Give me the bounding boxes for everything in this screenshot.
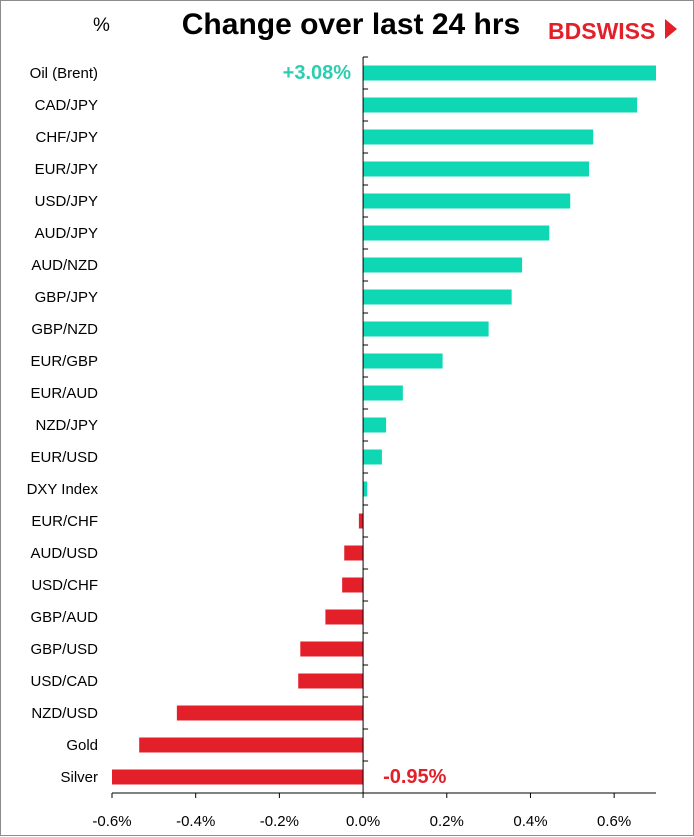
chart-title: Change over last 24 hrs bbox=[182, 8, 520, 41]
bar-silver bbox=[112, 769, 364, 785]
bar-nzd-usd bbox=[176, 705, 364, 721]
category-label: GBP/NZD bbox=[31, 321, 98, 338]
bar-dxy-index bbox=[363, 481, 368, 497]
annotation-silver-change: -0.95% bbox=[383, 766, 447, 788]
bar-oil-brent- bbox=[363, 65, 656, 81]
category-label: EUR/CHF bbox=[31, 513, 98, 530]
bar-eur-chf bbox=[358, 513, 364, 529]
category-label: USD/CHF bbox=[31, 577, 98, 594]
bar-eur-usd bbox=[363, 449, 382, 465]
x-tick-labels: -0.6% -0.4% -0.2% 0.0% 0.2% 0.4% 0.6% bbox=[92, 813, 631, 830]
bdswiss-logo: BDSWISS bbox=[548, 18, 677, 44]
category-label: Gold bbox=[66, 737, 98, 754]
category-label: AUD/NZD bbox=[31, 257, 98, 274]
bars-layer bbox=[112, 65, 656, 785]
category-label: EUR/JPY bbox=[35, 161, 98, 178]
bar-gold bbox=[139, 737, 364, 753]
annotation-oil-change: +3.08% bbox=[283, 62, 352, 84]
logo-wordmark: BDSWISS bbox=[548, 18, 655, 44]
bar-aud-nzd bbox=[363, 257, 523, 273]
bar-gbp-jpy bbox=[363, 289, 512, 305]
category-label: GBP/AUD bbox=[30, 609, 98, 626]
bar-aud-jpy bbox=[363, 225, 550, 241]
bar-cad-jpy bbox=[363, 97, 638, 113]
x-tick-label: 0.0% bbox=[346, 813, 380, 830]
x-tick-label: -0.2% bbox=[260, 813, 299, 830]
x-tick-label: 0.4% bbox=[513, 813, 547, 830]
logo-arrow-icon bbox=[665, 19, 677, 39]
x-tick-label: -0.4% bbox=[176, 813, 215, 830]
bar-usd-chf bbox=[342, 577, 364, 593]
unit-label: % bbox=[93, 15, 110, 36]
category-label: CHF/JPY bbox=[35, 129, 98, 146]
logo-bd: BD bbox=[548, 18, 581, 44]
bar-usd-cad bbox=[298, 673, 364, 689]
category-label: Oil (Brent) bbox=[30, 65, 98, 82]
bar-aud-usd bbox=[344, 545, 364, 561]
category-label: Silver bbox=[60, 769, 98, 786]
logo-swiss: SWISS bbox=[581, 18, 655, 44]
category-label: NZD/JPY bbox=[35, 417, 98, 434]
bar-eur-aud bbox=[363, 385, 403, 401]
annotations: +3.08% -0.95% bbox=[283, 62, 447, 788]
category-label: CAD/JPY bbox=[35, 97, 98, 114]
category-label: EUR/AUD bbox=[30, 385, 98, 402]
bar-gbp-usd bbox=[300, 641, 364, 657]
bar-gbp-nzd bbox=[363, 321, 489, 337]
x-tick-label: 0.6% bbox=[597, 813, 631, 830]
bar-usd-jpy bbox=[363, 193, 571, 209]
category-label: USD/CAD bbox=[30, 673, 98, 690]
axis-layer bbox=[111, 56, 656, 798]
x-tick-label: -0.6% bbox=[92, 813, 131, 830]
category-label: GBP/USD bbox=[30, 641, 98, 658]
bar-eur-gbp bbox=[363, 353, 443, 369]
bar-gbp-aud bbox=[325, 609, 364, 625]
category-labels: Oil (Brent) CAD/JPY CHF/JPY EUR/JPY USD/JPY A… bbox=[27, 65, 99, 786]
category-label: DXY Index bbox=[27, 481, 99, 498]
category-label: AUD/JPY bbox=[35, 225, 98, 242]
bar-eur-jpy bbox=[363, 161, 590, 177]
category-label: GBP/JPY bbox=[35, 289, 98, 306]
category-label: EUR/GBP bbox=[30, 353, 98, 370]
bar-chf-jpy bbox=[363, 129, 594, 145]
category-label: AUD/USD bbox=[30, 545, 98, 562]
category-label: NZD/USD bbox=[31, 705, 98, 722]
category-label: EUR/USD bbox=[30, 449, 98, 466]
x-tick-label: 0.2% bbox=[430, 813, 464, 830]
bar-nzd-jpy bbox=[363, 417, 387, 433]
category-label: USD/JPY bbox=[35, 193, 98, 210]
